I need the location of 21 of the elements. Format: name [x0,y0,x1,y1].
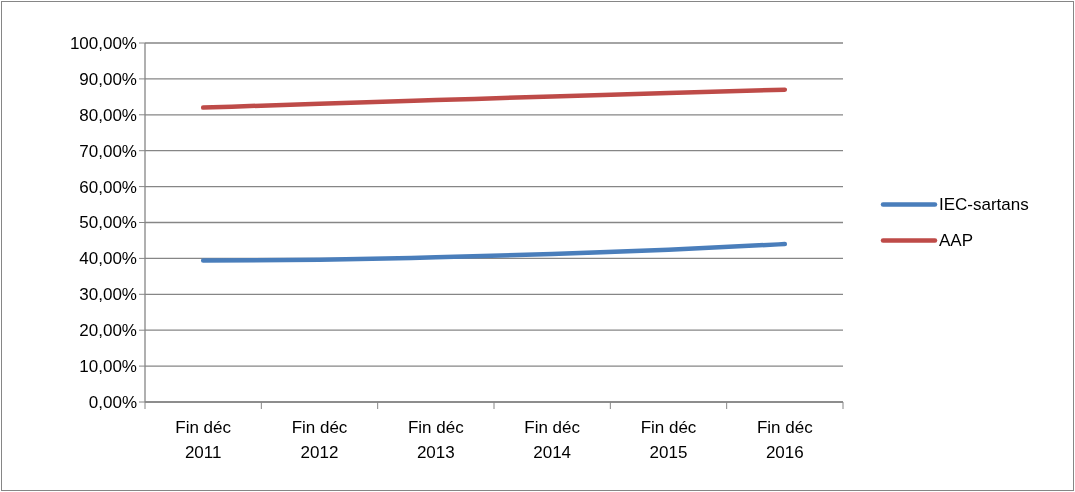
y-tick-label: 50,00% [79,213,137,233]
legend-label: IEC-sartans [939,195,1029,215]
x-tick-label: Fin déc 2016 [756,418,814,462]
x-tick-label: Fin déc 2015 [640,418,697,462]
y-tick-label: 100,00% [69,33,137,53]
y-tick-label: 20,00% [79,321,137,341]
legend-label: AAP [939,231,974,251]
x-tick-label: Fin déc 2012 [291,418,348,462]
y-tick-label: 10,00% [79,357,137,377]
y-tick-label: 80,00% [79,105,137,125]
line-series [200,241,788,263]
x-tick-label: Fin déc 2014 [524,418,581,462]
line-series [200,87,788,110]
y-tick-label: 0,00% [88,392,137,412]
y-tick-label: 60,00% [79,177,137,197]
y-tick-label: 30,00% [79,285,137,305]
y-tick-label: 40,00% [79,249,137,269]
y-tick-label: 70,00% [79,141,137,161]
x-tick-label: Fin déc 2011 [175,418,232,462]
x-tick-label: Fin déc 2013 [407,418,465,462]
y-tick-label: 90,00% [79,69,137,89]
